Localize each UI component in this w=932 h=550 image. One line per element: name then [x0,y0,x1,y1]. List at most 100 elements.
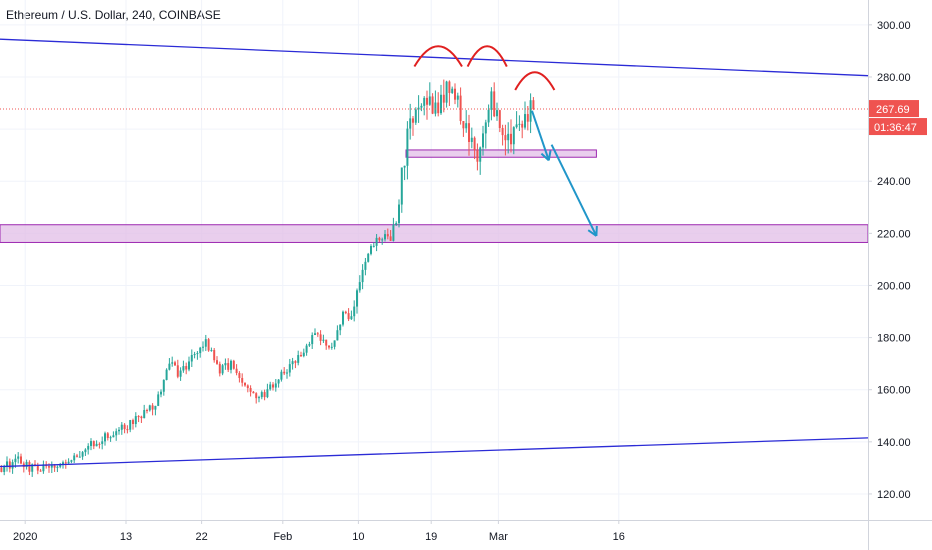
candle[interactable] [473,136,476,160]
candle[interactable] [487,104,490,127]
candle[interactable] [92,440,95,450]
candle[interactable] [294,360,297,369]
candle[interactable] [381,237,384,245]
candle[interactable] [333,340,336,350]
candle[interactable] [90,438,92,451]
candle[interactable] [104,431,106,446]
candle[interactable] [507,122,510,154]
candle[interactable] [339,324,342,336]
candle[interactable] [482,125,484,156]
candle[interactable] [328,345,330,350]
candle[interactable] [462,121,465,137]
candle[interactable] [204,334,207,351]
candle[interactable] [154,405,157,416]
candle[interactable] [342,310,344,327]
candle[interactable] [188,356,190,372]
candle[interactable] [311,332,314,350]
candle[interactable] [476,143,479,171]
arrow-to-support[interactable] [550,144,598,237]
candle[interactable] [115,428,118,441]
candle[interactable] [263,389,266,401]
candle[interactable] [384,229,386,242]
candle[interactable] [291,357,294,370]
candle[interactable] [176,359,179,379]
candle[interactable] [101,436,104,450]
candle[interactable] [406,121,409,180]
candle[interactable] [76,453,78,458]
candle[interactable] [25,459,28,470]
candle[interactable] [510,119,512,153]
candle[interactable] [409,103,412,140]
candle[interactable] [524,101,526,130]
candle[interactable] [437,92,440,117]
candle[interactable] [168,358,171,371]
lower-support[interactable] [0,437,869,468]
candle[interactable] [521,120,524,139]
candle[interactable] [277,379,280,388]
candle[interactable] [451,86,454,94]
candle[interactable] [160,389,162,398]
candle[interactable] [266,383,269,399]
candle[interactable] [504,124,507,156]
candle[interactable] [448,80,451,106]
candle[interactable] [442,79,445,113]
candle[interactable] [456,92,459,108]
upper-resistance[interactable] [0,38,869,77]
candle[interactable] [227,358,230,373]
candle[interactable] [232,359,235,370]
candle[interactable] [367,252,370,263]
candle[interactable] [459,87,462,125]
candle[interactable] [532,97,535,111]
candle[interactable] [414,107,417,125]
candle[interactable] [392,217,395,242]
candle[interactable] [322,334,325,343]
candle[interactable] [325,339,328,350]
candle[interactable] [87,443,90,455]
candle[interactable] [260,390,263,400]
candle[interactable] [353,300,356,322]
candle[interactable] [280,369,283,382]
candle[interactable] [210,347,213,352]
candle[interactable] [112,431,115,438]
candle[interactable] [70,459,73,464]
candle[interactable] [81,450,84,460]
candle[interactable] [484,119,487,149]
candle[interactable] [249,385,252,397]
candle[interactable] [272,382,274,391]
candle[interactable] [171,356,174,367]
candle[interactable] [330,342,333,350]
candle[interactable] [364,257,367,276]
candle[interactable] [28,460,31,476]
candle[interactable] [137,415,140,423]
candle[interactable] [67,458,70,464]
candle[interactable] [78,451,81,458]
candle[interactable] [95,440,98,447]
candle[interactable] [302,348,305,358]
candle[interactable] [308,341,311,347]
candle[interactable] [434,90,437,117]
candle[interactable] [468,114,470,156]
candle[interactable] [235,364,238,376]
candle[interactable] [319,330,322,346]
candle[interactable] [496,102,498,121]
candle[interactable] [134,412,137,428]
candle[interactable] [258,395,260,403]
candle[interactable] [297,350,300,366]
candle[interactable] [386,228,389,240]
candle[interactable] [106,432,109,441]
candle[interactable] [490,87,493,121]
candle[interactable] [470,127,473,149]
candle[interactable] [501,124,504,146]
candle[interactable] [56,465,59,473]
candle[interactable] [403,165,406,181]
candle[interactable] [20,453,22,465]
candle[interactable] [230,359,232,374]
candle[interactable] [400,167,403,213]
candle[interactable] [190,349,193,367]
candle[interactable] [361,264,364,290]
candle[interactable] [417,95,420,123]
candle[interactable] [526,105,529,131]
candle[interactable] [274,378,277,392]
candle[interactable] [372,242,375,248]
